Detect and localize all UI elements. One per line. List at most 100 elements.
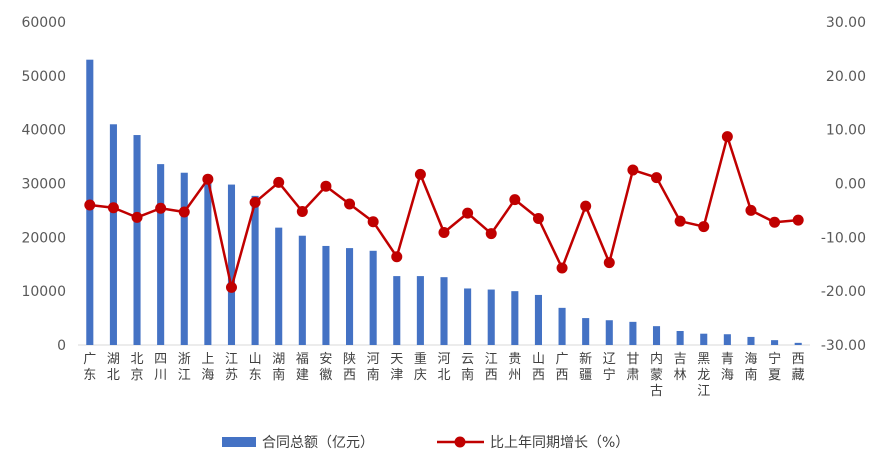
point-吉林	[674, 215, 686, 227]
right-tick-label: -20.00	[821, 284, 866, 300]
bar-内蒙古	[652, 326, 661, 345]
point-广东	[84, 199, 96, 211]
point-湖北	[107, 202, 119, 214]
bar-宁夏	[771, 340, 779, 345]
category-label: 江苏	[225, 352, 238, 383]
bar-福建	[298, 235, 306, 345]
line-series	[84, 131, 804, 293]
legend-line-marker	[454, 436, 466, 448]
category-label: 天津	[390, 352, 403, 383]
left-tick-label: 30000	[21, 177, 66, 193]
point-云南	[462, 207, 474, 219]
point-山西	[532, 212, 544, 224]
point-天津	[391, 251, 403, 263]
category-label: 北京	[131, 352, 144, 383]
category-label: 贵州	[508, 352, 521, 383]
category-label: 重庆	[414, 351, 427, 383]
point-河南	[367, 216, 379, 228]
category-label: 安徽	[319, 352, 332, 383]
point-山东	[249, 196, 261, 208]
category-label: 内蒙古	[650, 351, 663, 399]
point-浙江	[178, 206, 190, 218]
point-海南	[745, 204, 757, 216]
category-label: 辽宁	[603, 352, 616, 383]
point-上海	[202, 173, 214, 185]
category-label: 河南	[367, 352, 380, 383]
category-label: 新疆	[579, 351, 592, 383]
category-label: 江西	[485, 352, 498, 383]
bar-贵州	[511, 291, 519, 345]
point-贵州	[509, 194, 521, 206]
category-label: 广西	[556, 352, 569, 383]
point-河北	[438, 226, 450, 238]
legend: 合同总额（亿元） 比上年同期增长（%）	[222, 435, 629, 451]
point-辽宁	[603, 257, 615, 269]
bar-江苏	[227, 184, 236, 345]
point-北京	[131, 211, 143, 223]
legend-line-label: 比上年同期增长（%）	[490, 435, 629, 451]
legend-bar-label: 合同总额（亿元）	[262, 435, 374, 451]
bar-辽宁	[605, 320, 613, 345]
category-label: 黑龙江	[697, 352, 710, 399]
bar-上海	[204, 179, 212, 345]
bar-青海	[723, 334, 731, 345]
category-label: 山东	[249, 352, 262, 383]
category-label: 广东	[83, 352, 96, 383]
bar-黑龙江	[700, 333, 708, 345]
bar-山东	[251, 195, 259, 345]
right-axis-ticks: -30.00 -20.00 -10.00 0.00 10.00 20.00 30.00	[821, 15, 866, 354]
right-tick-label: 0.00	[835, 177, 866, 193]
category-label: 四川	[154, 352, 167, 383]
point-江西	[485, 228, 497, 240]
point-黑龙江	[698, 221, 710, 233]
category-label: 福建	[296, 352, 309, 383]
bar-甘肃	[629, 321, 637, 345]
category-label: 陕西	[343, 352, 356, 383]
right-tick-label: 20.00	[826, 69, 866, 85]
bar-浙江	[180, 172, 188, 345]
point-西藏	[792, 214, 804, 226]
bar-天津	[393, 276, 401, 345]
point-四川	[155, 202, 167, 214]
category-label: 湖南	[272, 352, 285, 383]
left-tick-label: 10000	[21, 284, 66, 300]
bar-江西	[487, 289, 495, 345]
category-label: 西藏	[792, 352, 805, 383]
category-label: 海南	[744, 352, 757, 383]
point-广西	[556, 262, 568, 274]
bar-重庆	[416, 276, 424, 345]
left-tick-label: 50000	[21, 69, 66, 85]
category-label: 湖北	[107, 352, 120, 383]
bar-北京	[133, 135, 141, 345]
right-tick-label: 30.00	[826, 15, 866, 31]
bar-西藏	[794, 342, 802, 345]
bar-四川	[157, 164, 165, 345]
point-宁夏	[769, 216, 781, 228]
category-label: 河北	[437, 352, 450, 383]
point-江苏	[225, 281, 237, 293]
point-青海	[721, 131, 733, 143]
category-labels: 广东湖北北京四川浙江上海江苏山东湖南福建安徽陕西河南天津重庆河北云南江西贵州山西…	[83, 351, 804, 399]
left-tick-label: 60000	[21, 15, 66, 31]
point-陕西	[344, 198, 356, 210]
point-湖南	[273, 176, 285, 188]
bar-series	[86, 59, 802, 346]
category-label: 浙江	[178, 352, 191, 383]
point-甘肃	[627, 164, 639, 176]
category-label: 青海	[721, 352, 734, 383]
bar-湖北	[109, 124, 117, 346]
point-重庆	[414, 168, 426, 180]
bar-海南	[747, 336, 755, 345]
bar-广西	[558, 307, 566, 345]
bar-新疆	[582, 318, 590, 345]
bar-山西	[534, 294, 542, 345]
left-axis-ticks: 0 10000 20000 30000 40000 50000 60000	[21, 15, 66, 354]
left-tick-label: 40000	[21, 123, 66, 139]
point-安徽	[320, 180, 332, 192]
category-label: 上海	[201, 352, 214, 383]
point-内蒙古	[651, 172, 663, 184]
left-tick-label: 20000	[21, 230, 66, 246]
bar-吉林	[676, 331, 684, 345]
